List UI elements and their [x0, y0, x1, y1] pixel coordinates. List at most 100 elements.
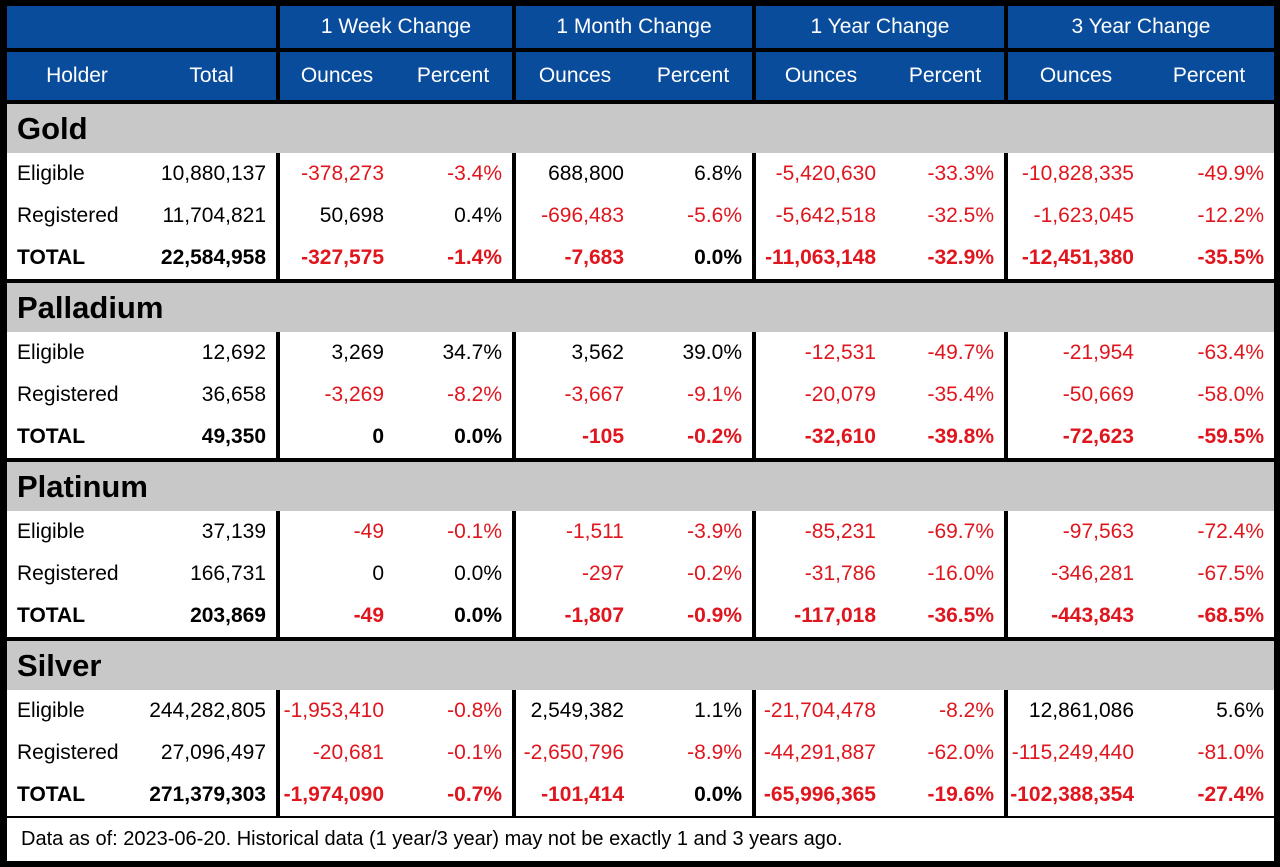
table-row: TOTAL 49,350 0 0.0% -105 -0.2% -32,610 -39.8% -7…: [7, 416, 1274, 462]
percent-change-cell: -5.6%: [634, 195, 752, 237]
ounces-change-cell: -5,642,518: [752, 195, 886, 237]
table-row: Eligible 10,880,137 -378,273 -3.4% 688,800 6.…: [7, 153, 1274, 195]
percent-change-cell: 0.0%: [634, 774, 752, 820]
percent-change-cell: -0.1%: [394, 511, 512, 553]
percent-change-cell: -0.2%: [634, 553, 752, 595]
ounces-change-cell: -1,807: [512, 595, 634, 641]
ounces-change-cell: -49: [276, 595, 394, 641]
ounces-change-cell: -21,704,478: [752, 690, 886, 732]
holder-cell: TOTAL: [7, 237, 147, 283]
total-cell: 36,658: [147, 374, 276, 416]
ounces-change-cell: 2,549,382: [512, 690, 634, 732]
percent-change-cell: -62.0%: [886, 732, 1004, 774]
total-cell: 11,704,821: [147, 195, 276, 237]
ounces-change-cell: -297: [512, 553, 634, 595]
ounces-change-cell: 0: [276, 416, 394, 462]
ounces-change-cell: -696,483: [512, 195, 634, 237]
percent-change-cell: -3.9%: [634, 511, 752, 553]
ounces-change-cell: -378,273: [276, 153, 394, 195]
percent-change-cell: 34.7%: [394, 332, 512, 374]
ounces-change-cell: -85,231: [752, 511, 886, 553]
percent-change-cell: -9.1%: [634, 374, 752, 416]
total-cell: 49,350: [147, 416, 276, 462]
ounces-change-cell: -7,683: [512, 237, 634, 283]
column-header-percent: Percent: [1144, 52, 1274, 104]
table-body: Gold Eligible 10,880,137 -378,273 -3.4% 688,8…: [7, 104, 1274, 820]
table-row: Registered 11,704,821 50,698 0.4% -696,483 -5…: [7, 195, 1274, 237]
ounces-change-cell: -11,063,148: [752, 237, 886, 283]
column-header-row: Holder Total Ounces Percent Ounces Perce…: [7, 52, 1274, 104]
ounces-change-cell: -443,843: [1004, 595, 1144, 641]
percent-change-cell: -33.3%: [886, 153, 1004, 195]
percent-change-cell: 0.0%: [394, 595, 512, 641]
percent-change-cell: -0.2%: [634, 416, 752, 462]
metal-name: Silver: [7, 641, 1274, 690]
holder-cell: Registered: [7, 195, 147, 237]
ounces-change-cell: 688,800: [512, 153, 634, 195]
table-row: Registered 27,096,497 -20,681 -0.1% -2,650,7…: [7, 732, 1274, 774]
period-header-row: 1 Week Change 1 Month Change 1 Year Chan…: [7, 6, 1274, 52]
percent-change-cell: -72.4%: [1144, 511, 1274, 553]
inventory-change-table: 1 Week Change 1 Month Change 1 Year Chan…: [7, 6, 1274, 820]
ounces-change-cell: -105: [512, 416, 634, 462]
ounces-change-cell: -20,079: [752, 374, 886, 416]
column-header-holder: Holder: [7, 52, 147, 104]
table-row: Eligible 244,282,805 -1,953,410 -0.8% 2,549,…: [7, 690, 1274, 732]
table-row: Registered 36,658 -3,269 -8.2% -3,667 -9.1% -2…: [7, 374, 1274, 416]
percent-change-cell: -1.4%: [394, 237, 512, 283]
ounces-change-cell: -5,420,630: [752, 153, 886, 195]
total-cell: 166,731: [147, 553, 276, 595]
ounces-change-cell: 12,861,086: [1004, 690, 1144, 732]
percent-change-cell: -39.8%: [886, 416, 1004, 462]
ounces-change-cell: -31,786: [752, 553, 886, 595]
percent-change-cell: -12.2%: [1144, 195, 1274, 237]
holder-cell: Registered: [7, 732, 147, 774]
ounces-change-cell: -32,610: [752, 416, 886, 462]
column-header-percent: Percent: [394, 52, 512, 104]
ounces-change-cell: -50,669: [1004, 374, 1144, 416]
percent-change-cell: -32.9%: [886, 237, 1004, 283]
column-header-percent: Percent: [634, 52, 752, 104]
column-header-ounces: Ounces: [1004, 52, 1144, 104]
ounces-change-cell: -1,974,090: [276, 774, 394, 820]
percent-change-cell: -8.2%: [886, 690, 1004, 732]
ounces-change-cell: 3,269: [276, 332, 394, 374]
table-row: TOTAL 271,379,303 -1,974,090 -0.7% -101,414 0…: [7, 774, 1274, 820]
column-header-ounces: Ounces: [752, 52, 886, 104]
percent-change-cell: -0.8%: [394, 690, 512, 732]
header-blank-cell: [7, 6, 276, 52]
table-row: TOTAL 203,869 -49 0.0% -1,807 -0.9% -117,018 -3…: [7, 595, 1274, 641]
total-cell: 37,139: [147, 511, 276, 553]
total-cell: 12,692: [147, 332, 276, 374]
ounces-change-cell: -1,953,410: [276, 690, 394, 732]
group-header-row: Platinum: [7, 462, 1274, 511]
percent-change-cell: -0.9%: [634, 595, 752, 641]
percent-change-cell: 0.0%: [634, 237, 752, 283]
metal-name: Palladium: [7, 283, 1274, 332]
metal-name: Platinum: [7, 462, 1274, 511]
ounces-change-cell: -102,388,354: [1004, 774, 1144, 820]
percent-change-cell: -32.5%: [886, 195, 1004, 237]
percent-change-cell: -27.4%: [1144, 774, 1274, 820]
percent-change-cell: -3.4%: [394, 153, 512, 195]
percent-change-cell: -35.5%: [1144, 237, 1274, 283]
percent-change-cell: -81.0%: [1144, 732, 1274, 774]
ounces-change-cell: -21,954: [1004, 332, 1144, 374]
percent-change-cell: -35.4%: [886, 374, 1004, 416]
metal-name: Gold: [7, 104, 1274, 153]
percent-change-cell: -59.5%: [1144, 416, 1274, 462]
group-header-row: Silver: [7, 641, 1274, 690]
holder-cell: Eligible: [7, 332, 147, 374]
period-header-3-year: 3 Year Change: [1004, 6, 1274, 52]
ounces-change-cell: -115,249,440: [1004, 732, 1144, 774]
total-cell: 271,379,303: [147, 774, 276, 820]
column-header-ounces: Ounces: [276, 52, 394, 104]
table-row: TOTAL 22,584,958 -327,575 -1.4% -7,683 0.0% -1…: [7, 237, 1274, 283]
ounces-change-cell: -49: [276, 511, 394, 553]
ounces-change-cell: -117,018: [752, 595, 886, 641]
percent-change-cell: -0.7%: [394, 774, 512, 820]
percent-change-cell: 39.0%: [634, 332, 752, 374]
percent-change-cell: 0.0%: [394, 553, 512, 595]
percent-change-cell: 6.8%: [634, 153, 752, 195]
